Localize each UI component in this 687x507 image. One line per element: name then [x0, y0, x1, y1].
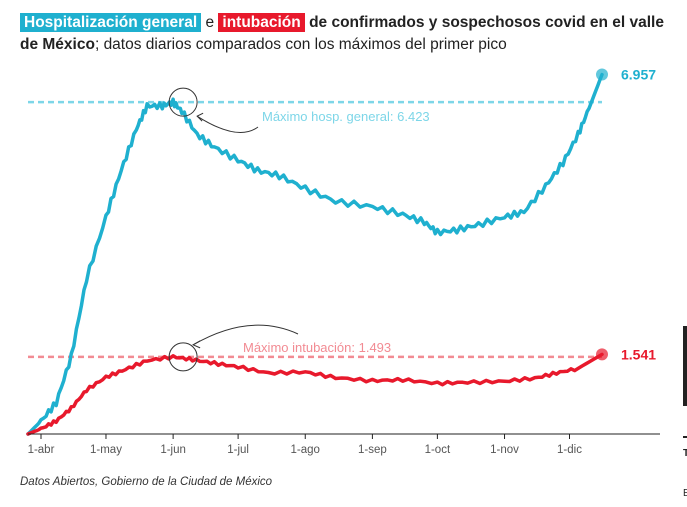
series-line-intub [26, 352, 604, 436]
x-tick-label: 1-nov [490, 444, 519, 456]
end-label-intub: 1.541 [621, 346, 656, 362]
x-tick-label: 1-sep [358, 444, 387, 456]
series-lines [26, 72, 604, 436]
edge-fragment-bar [683, 326, 687, 406]
annotation-arrow-intub [192, 324, 299, 346]
x-tick-label: 1-ago [291, 444, 320, 456]
x-axis: 1-abr 1-may 1-jun 1-jul 1-ago 1-sep 1-oct 1-nov… [28, 433, 660, 456]
edge-fragment-text-2: E [683, 488, 687, 499]
title-rest-bold: de confirmados y sospechosos covid en el… [20, 14, 664, 53]
end-label-hosp: 6.957 [621, 67, 656, 83]
title-tag-hosp: Hospitalización general [20, 13, 202, 32]
title-rest-normal: ; datos diarios comparados con los máxim… [94, 36, 507, 53]
edge-fragment-dash [683, 436, 687, 438]
x-tick-label: 1-abr [28, 444, 55, 456]
x-tick-label: 1-jun [160, 444, 186, 456]
annotation-label-hosp: Máximo hosp. general: 6.423 [262, 109, 430, 124]
series-line-hosp [26, 72, 604, 436]
annotation-arrowhead-intub [192, 340, 201, 349]
annotation-arrow-hosp [196, 115, 259, 133]
peak-circle-intub [168, 342, 198, 372]
title-sep: e [205, 14, 215, 31]
end-point-hosp [596, 68, 608, 81]
edge-fragment-text: T [683, 448, 687, 459]
x-tick-label: 1-oct [425, 444, 451, 456]
annotation-label-intub: Máximo intubación: 1.493 [243, 340, 391, 355]
x-tick-label: 1-may [90, 444, 122, 456]
end-point-intub [596, 348, 608, 361]
peak-circle-hosp [168, 87, 198, 117]
annotation-arrowhead-hosp [196, 112, 204, 122]
annotations: Máximo hosp. general: 6.423 Máximo intuba… [168, 87, 430, 372]
title-tag-intub: intubación [218, 13, 305, 32]
chart-title: Hospitalización general e intubación de … [20, 12, 670, 56]
reference-lines [28, 100, 602, 359]
end-markers: 6.957 1.541 [596, 67, 656, 362]
x-tick-label: 1-dic [557, 444, 582, 456]
source-note: Datos Abiertos, Gobierno de la Ciudad de… [20, 476, 273, 488]
x-tick-label: 1-jul [227, 444, 249, 456]
